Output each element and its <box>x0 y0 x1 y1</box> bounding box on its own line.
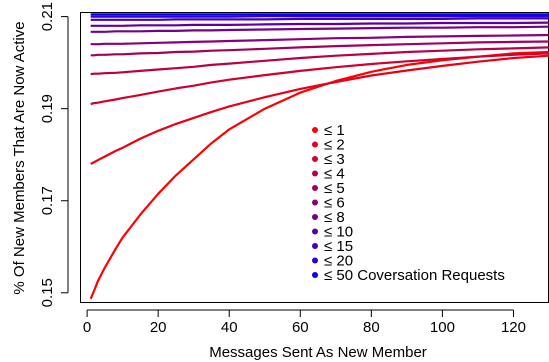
legend: ≤ 1≤ 2≤ 3≤ 4≤ 5≤ 6≤ 8≤ 10≤ 15≤ 20≤ 50 Co… <box>312 122 505 284</box>
legend-label: ≤ 15 <box>324 238 353 255</box>
legend-label: ≤ 10 <box>324 224 353 241</box>
x-tick-label: 80 <box>363 319 380 336</box>
series-line-7 <box>90 25 549 33</box>
y-tick-label: 0.21 <box>39 2 56 31</box>
x-axis: 0 20 40 60 80 100 120 <box>83 309 526 336</box>
x-tick-label: 0 <box>83 319 91 336</box>
legend-marker <box>312 228 318 235</box>
legend-marker <box>312 243 318 249</box>
x-tick-label: 120 <box>501 319 526 336</box>
y-axis-label: % Of New Members That Are Now Active <box>11 21 28 294</box>
legend-marker <box>312 185 318 191</box>
legend-label: ≤ 5 <box>324 180 345 197</box>
x-tick-label: 40 <box>221 319 238 336</box>
legend-marker <box>312 170 318 177</box>
legend-label: ≤ 3 <box>324 151 345 168</box>
series-line-8 <box>90 21 549 27</box>
x-tick-label: 20 <box>150 319 167 336</box>
series-lines <box>89 13 549 300</box>
y-tick-label: 0.15 <box>39 278 56 307</box>
y-tick-label: 0.17 <box>39 186 56 215</box>
x-tick-label: 100 <box>430 319 455 336</box>
x-tick-label: 60 <box>292 319 309 336</box>
legend-label: ≤ 50 Coversation Requests <box>324 267 505 284</box>
series-line-1 <box>89 50 549 300</box>
legend-marker <box>312 257 318 264</box>
series-line-5 <box>90 40 549 57</box>
legend-label: ≤ 8 <box>324 209 345 226</box>
legend-label: ≤ 6 <box>324 195 345 212</box>
series-line-6 <box>90 33 549 46</box>
legend-marker <box>312 272 318 278</box>
legend-label: ≤ 1 <box>324 122 345 139</box>
legend-marker <box>312 156 318 162</box>
series-line-2 <box>90 54 549 165</box>
legend-label: ≤ 4 <box>324 166 345 183</box>
series-line-4 <box>90 46 549 76</box>
series-line-9 <box>90 17 549 21</box>
legend-marker <box>312 199 318 206</box>
y-axis: 0.15 0.17 0.19 0.21 <box>39 2 69 307</box>
legend-marker <box>312 141 318 148</box>
legend-marker <box>312 214 318 220</box>
legend-marker <box>312 127 318 133</box>
legend-label: ≤ 2 <box>324 137 345 154</box>
series-line-3 <box>90 52 549 106</box>
y-tick-label: 0.19 <box>39 94 56 123</box>
series-line-10 <box>90 15 549 18</box>
x-axis-label: Messages Sent As New Member <box>209 344 427 361</box>
legend-label: ≤ 20 <box>324 253 353 270</box>
